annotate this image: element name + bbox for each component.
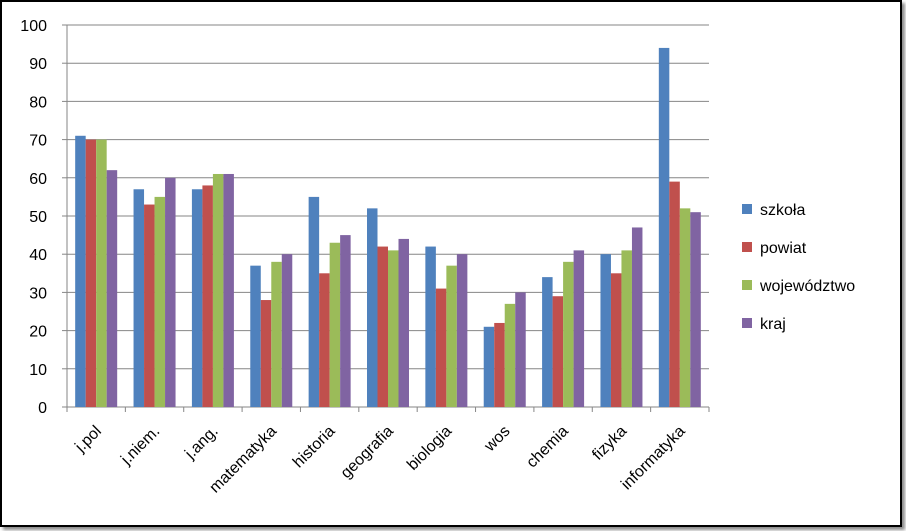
y-tick-label: 30 bbox=[29, 285, 47, 302]
legend-swatch bbox=[742, 318, 752, 328]
x-tick-label: chemia bbox=[523, 423, 572, 472]
bar-3-4 bbox=[340, 235, 351, 407]
x-tick-label: geografia bbox=[338, 423, 397, 482]
bar-3-6 bbox=[456, 254, 468, 407]
legend-swatch bbox=[742, 204, 752, 214]
y-tick-labels: 0 10 20 30 40 50 60 70 80 90 100 bbox=[20, 18, 47, 417]
bar-2-8 bbox=[563, 261, 574, 407]
bar-2-2 bbox=[212, 173, 224, 407]
legend-label: powiat bbox=[760, 240, 807, 257]
y-tick-label: 80 bbox=[29, 94, 47, 111]
bar-0-7 bbox=[483, 326, 495, 407]
bar-1-10 bbox=[669, 181, 680, 407]
bar-2-3 bbox=[271, 261, 282, 407]
bar-3-2 bbox=[223, 173, 234, 407]
bar-1-7 bbox=[494, 322, 505, 407]
bar-1-2 bbox=[202, 185, 213, 407]
bar-2-7 bbox=[504, 303, 516, 407]
y-tick-label: 100 bbox=[20, 18, 47, 35]
bar-3-8 bbox=[573, 250, 585, 407]
bar-3-5 bbox=[398, 238, 409, 407]
bar-1-3 bbox=[260, 300, 272, 407]
bar-0-5 bbox=[367, 208, 378, 407]
legend-swatch bbox=[742, 242, 752, 252]
bar-1-8 bbox=[552, 296, 564, 407]
x-tick-label: wos bbox=[481, 423, 514, 456]
x-tick-label: j.pol bbox=[72, 423, 105, 456]
bar-3-7 bbox=[515, 292, 526, 407]
legend-label: kraj bbox=[760, 316, 786, 333]
bar-1-1 bbox=[144, 204, 155, 407]
y-tick-label: 70 bbox=[29, 133, 47, 150]
x-tick-label: historia bbox=[290, 423, 339, 472]
bar-2-6 bbox=[446, 265, 457, 407]
y-tick-label: 10 bbox=[29, 362, 47, 379]
bars bbox=[75, 47, 701, 408]
y-tick-label: 60 bbox=[29, 171, 47, 188]
x-tick-label: fizyka bbox=[589, 423, 630, 464]
bar-3-3 bbox=[281, 254, 293, 407]
bar-1-4 bbox=[319, 273, 330, 407]
bar-1-0 bbox=[85, 139, 97, 407]
bar-1-5 bbox=[377, 246, 388, 407]
bar-1-6 bbox=[435, 288, 447, 407]
bar-2-1 bbox=[154, 196, 166, 407]
bar-3-1 bbox=[165, 177, 176, 407]
x-tick-label: j.ang. bbox=[181, 423, 221, 463]
bar-0-3 bbox=[250, 265, 261, 407]
bar-2-5 bbox=[388, 250, 399, 407]
legend-label: województwo bbox=[759, 278, 855, 295]
legend: szkoła powiat województwo kraj bbox=[742, 202, 855, 333]
bar-2-10 bbox=[679, 208, 691, 407]
x-tick-label: biologia bbox=[404, 423, 455, 474]
x-tick-labels: j.pol j.niem. j.ang.matematyka historia geog… bbox=[72, 423, 689, 497]
x-tick-label: j.niem. bbox=[117, 423, 163, 469]
y-tick-label: 20 bbox=[29, 324, 47, 341]
bar-2-9 bbox=[621, 250, 632, 407]
bar-0-8 bbox=[542, 277, 553, 407]
y-tick-label: 0 bbox=[38, 400, 47, 417]
bar-1-9 bbox=[610, 273, 622, 407]
bar-0-0 bbox=[75, 135, 86, 407]
bar-0-4 bbox=[308, 196, 320, 407]
bar-3-9 bbox=[631, 227, 643, 407]
bar-2-0 bbox=[96, 139, 107, 407]
bar-0-2 bbox=[191, 189, 203, 407]
y-tick-label: 50 bbox=[29, 209, 47, 226]
bar-2-4 bbox=[329, 242, 341, 407]
legend-label: szkoła bbox=[760, 202, 805, 219]
y-tick-label: 40 bbox=[29, 247, 47, 264]
legend-swatch bbox=[742, 280, 752, 290]
bar-0-10 bbox=[658, 47, 670, 408]
bar-3-10 bbox=[690, 212, 701, 407]
bar-3-0 bbox=[106, 170, 118, 407]
bar-0-6 bbox=[425, 246, 436, 407]
bar-0-9 bbox=[600, 254, 611, 407]
bar-0-1 bbox=[133, 189, 145, 407]
y-tick-label: 90 bbox=[29, 56, 47, 73]
